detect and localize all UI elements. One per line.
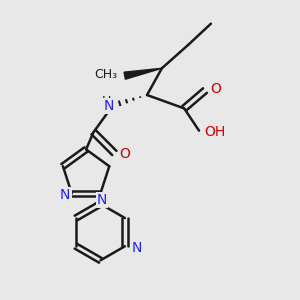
Text: H: H	[102, 95, 111, 108]
Text: N: N	[131, 241, 142, 255]
Text: CH₃: CH₃	[94, 68, 117, 81]
Text: OH: OH	[204, 125, 226, 139]
Text: O: O	[210, 82, 221, 96]
Text: N: N	[60, 188, 70, 202]
Text: N: N	[97, 193, 107, 207]
Polygon shape	[124, 68, 162, 79]
Text: N: N	[104, 99, 114, 113]
Text: O: O	[120, 148, 130, 161]
